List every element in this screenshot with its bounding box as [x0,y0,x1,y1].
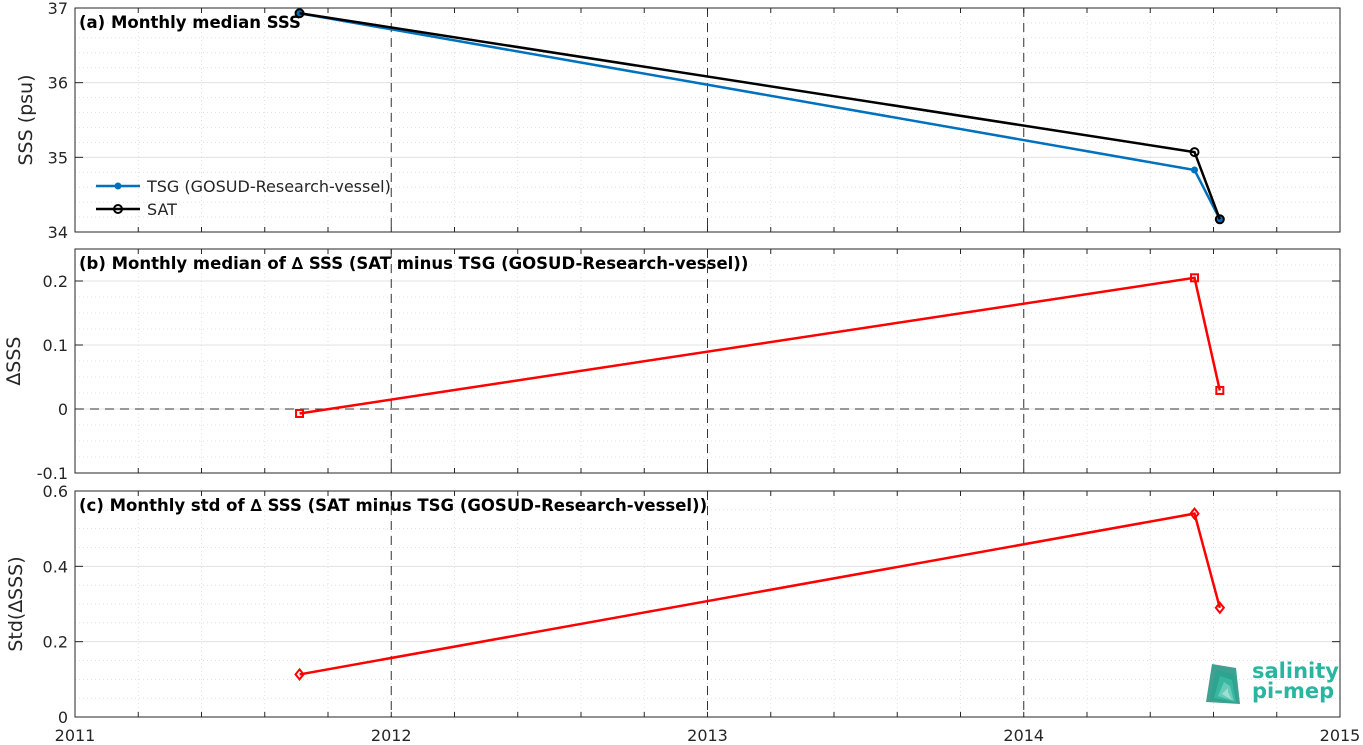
y-axis-label: SSS (psu) [15,74,37,165]
y-tick-label: 0.2 [43,633,68,652]
legend-label: TSG (GOSUD-Research-vessel) [146,177,391,196]
legend-marker [113,204,123,214]
legend: TSG (GOSUD-Research-vessel) SAT [96,177,391,219]
y-tick-label: 0.6 [43,482,68,501]
y-tick-label: 0.1 [43,336,68,355]
series-line [299,11,1221,220]
panel-title: (b) Monthly median of ∆ SSS (SAT minus T… [79,254,748,273]
x-tick-label: 2012 [371,726,412,745]
x-tick-label: 2015 [1320,726,1361,745]
y-tick-label: -0.1 [37,464,68,483]
series-line [299,512,1222,676]
legend-marker [114,182,122,190]
panel-3: 0 0.2 0.4 0.6 Std(∆SSS) (c) Monthly std of ∆ … [5,482,1341,727]
x-tick-label: 2011 [55,726,96,745]
data-point [1190,273,1200,283]
legend-label: SAT [147,200,177,219]
data-point [295,408,305,418]
logo-text-line2: pi-mep [1252,679,1334,703]
y-tick-label: 0 [58,708,68,727]
y-tick-label: 0 [58,400,68,419]
y-tick-label: 37 [48,0,68,18]
axes-frame [74,7,1341,233]
y-axis-label: Std(∆SSS) [5,556,27,651]
y-tick-label: 0.4 [43,557,68,576]
y-tick-label: 36 [48,74,68,93]
panel-1: 34 35 36 37 SSS (psu) (a) Monthly median SSS T… [15,0,1341,242]
data-point [1189,506,1200,521]
data-point [1214,601,1226,615]
data-point [294,8,305,19]
series-2 [294,8,1225,225]
data-point [1214,214,1225,225]
data-point [1215,385,1225,395]
panel-title: (a) Monthly median SSS [79,13,301,32]
y-axis-label: ∆SSS [3,337,25,387]
x-tick-label: 2013 [687,726,728,745]
data-point [296,9,304,17]
panel-2: -0.1 0 0.1 0.2 ∆SSS (b) Monthly median of ∆ S… [3,248,1341,483]
series-1 [294,506,1226,682]
series-line [299,276,1222,415]
panel-title: (c) Monthly std of ∆ SSS (SAT minus TSG … [79,496,707,515]
data-point [294,667,305,682]
y-tick-label: 35 [48,148,68,167]
y-tick-label: 0.2 [43,272,68,291]
data-point [1191,166,1199,174]
axes-frame [74,490,1341,718]
logo-text-line1: salinity [1252,659,1339,683]
data-point [1189,147,1200,158]
logo-mark [1222,688,1232,700]
x-tick-label: 2014 [1003,726,1044,745]
axes-frame [74,248,1341,474]
series-1 [295,273,1225,418]
y-tick-label: 34 [48,223,68,242]
